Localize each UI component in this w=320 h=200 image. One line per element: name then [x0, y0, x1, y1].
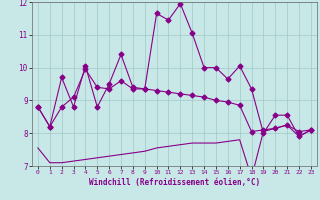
X-axis label: Windchill (Refroidissement éolien,°C): Windchill (Refroidissement éolien,°C)	[89, 178, 260, 187]
